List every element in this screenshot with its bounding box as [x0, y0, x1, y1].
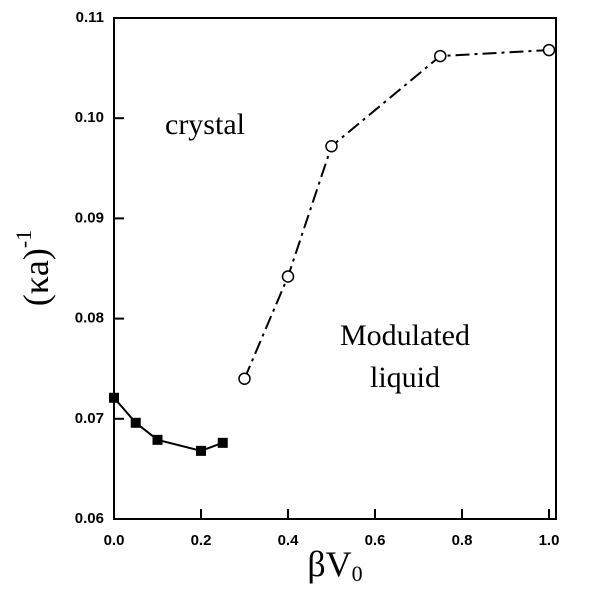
plot-frame: [113, 17, 557, 520]
point: [217, 437, 228, 448]
y-axis-label: (κa)-1: [11, 230, 56, 306]
point: [109, 392, 119, 403]
point: [325, 140, 338, 153]
y-tick-label: 0.11: [76, 9, 104, 26]
x-tick-label: 1.0: [539, 532, 560, 549]
x-label-main: βV: [307, 544, 351, 584]
y-tick-label: 0.10: [75, 109, 104, 126]
x-tick-label: 0.2: [191, 532, 212, 549]
y-tick-label: 0.09: [75, 209, 104, 226]
point: [434, 49, 447, 63]
point: [542, 43, 556, 57]
x-tick-label: 0.8: [452, 532, 473, 549]
series-line: [113, 397, 224, 452]
x-tick-label: 0.0: [104, 532, 125, 549]
y-tick-label: 0.08: [75, 310, 104, 327]
annotation: Modulated: [340, 319, 470, 352]
point: [152, 434, 163, 445]
y-label-sup: -1: [11, 230, 36, 248]
y-tick-label: 0.06: [75, 510, 104, 527]
x-tick-label: 0.6: [365, 532, 386, 549]
y-tick-label: 0.07: [75, 410, 104, 427]
point: [238, 372, 251, 385]
point: [130, 417, 141, 428]
x-tick-label: 0.4: [278, 532, 300, 549]
x-axis-label: βV0: [307, 544, 362, 586]
point: [281, 270, 295, 283]
y-label-main: (κa): [16, 248, 56, 306]
annotation: crystal: [165, 108, 245, 141]
annotation: liquid: [370, 361, 440, 394]
x-label-sub: 0: [352, 561, 363, 586]
point: [196, 445, 206, 456]
